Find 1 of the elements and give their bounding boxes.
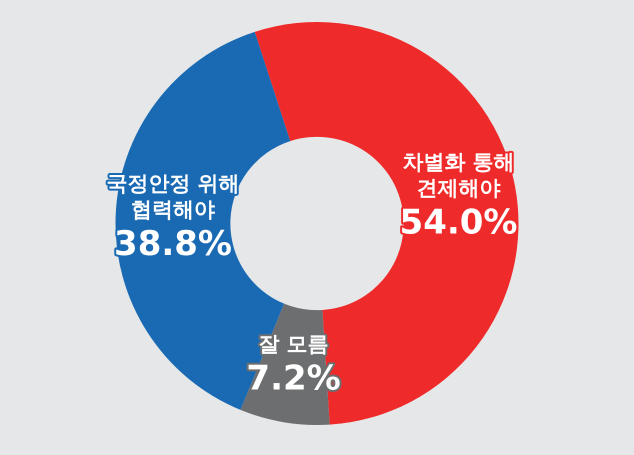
data-label: 38.8% — [114, 224, 232, 264]
